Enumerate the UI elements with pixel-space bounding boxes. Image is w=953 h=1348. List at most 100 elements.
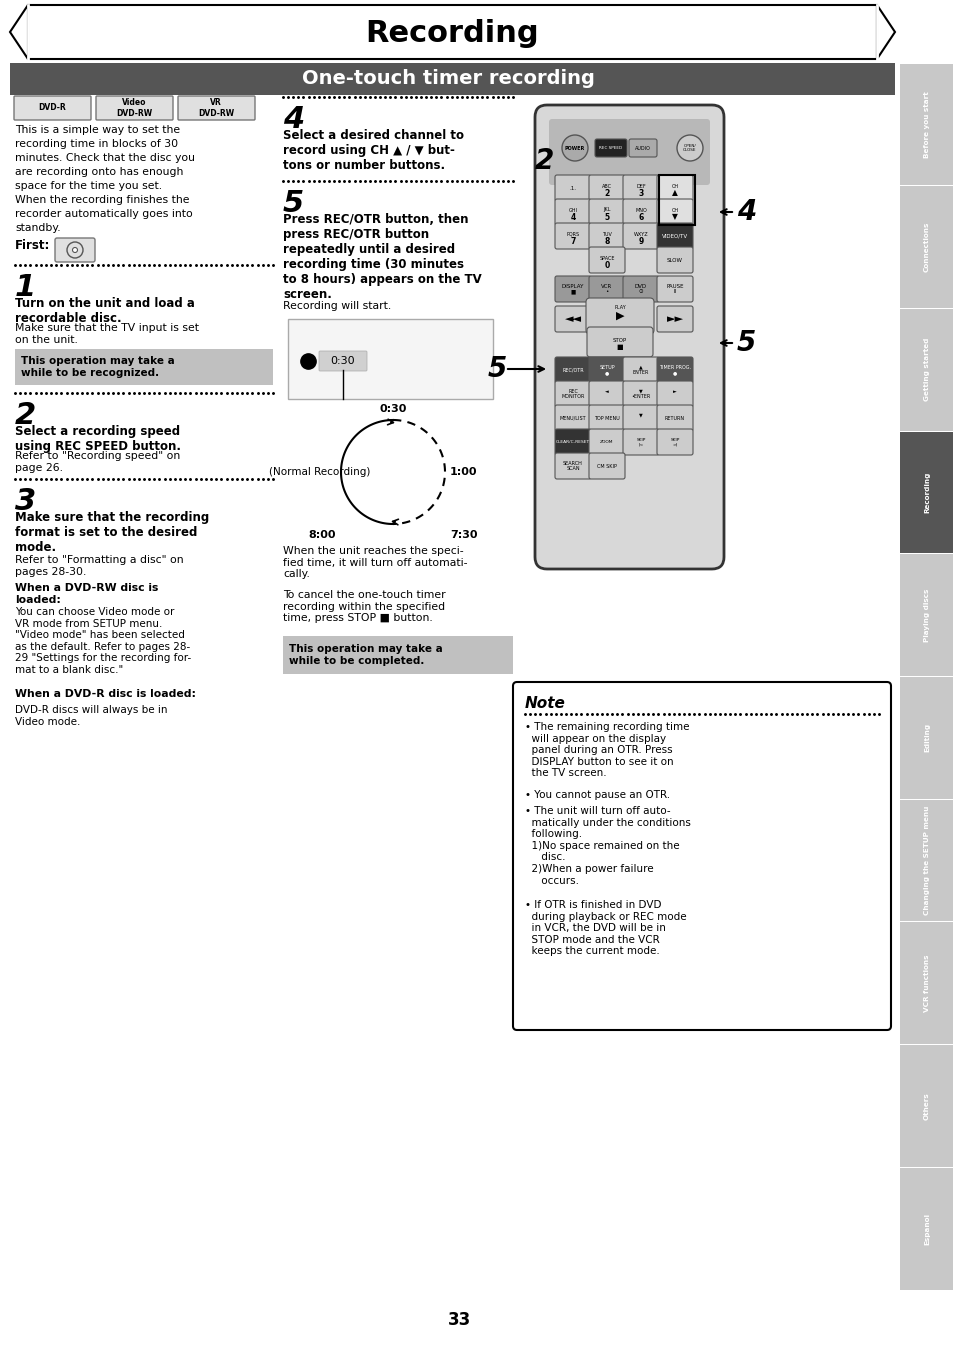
Point <box>408 86 423 108</box>
Text: 6: 6 <box>638 213 643 221</box>
Point <box>861 704 876 725</box>
Point <box>803 704 819 725</box>
Text: DVD-R: DVD-R <box>38 104 66 112</box>
Text: SKIP
|<: SKIP |< <box>636 438 645 446</box>
Text: DEF: DEF <box>636 183 645 189</box>
Point <box>747 704 762 725</box>
Text: 9: 9 <box>638 236 643 245</box>
Point <box>609 704 624 725</box>
Point <box>121 468 136 489</box>
Point <box>809 704 824 725</box>
Point <box>403 170 418 191</box>
Point <box>95 383 111 404</box>
Point <box>656 704 671 725</box>
Text: SKIP
>|: SKIP >| <box>670 438 679 446</box>
FancyBboxPatch shape <box>588 276 624 302</box>
Text: 5: 5 <box>604 213 609 221</box>
Text: minutes. Check that the disc you: minutes. Check that the disc you <box>15 154 194 163</box>
Text: POWER: POWER <box>564 146 584 151</box>
Point <box>870 704 885 725</box>
Point <box>820 704 835 725</box>
Text: When a DVD-R disc is loaded:: When a DVD-R disc is loaded: <box>15 689 195 700</box>
Point <box>382 86 397 108</box>
Point <box>147 255 162 276</box>
Point <box>95 468 111 489</box>
Point <box>321 170 336 191</box>
Point <box>850 704 865 725</box>
Text: AUDIO: AUDIO <box>635 146 650 151</box>
Point <box>90 255 105 276</box>
Text: 1: 1 <box>15 274 36 302</box>
Point <box>454 86 469 108</box>
FancyBboxPatch shape <box>588 247 624 274</box>
Point <box>38 383 53 404</box>
Point <box>779 704 794 725</box>
Point <box>95 255 111 276</box>
FancyBboxPatch shape <box>595 139 626 156</box>
Text: To cancel the one-touch timer
recording within the specified
time, press STOP ■ : To cancel the one-touch timer recording … <box>283 590 445 623</box>
Text: space for the time you set.: space for the time you set. <box>15 181 162 191</box>
Point <box>126 468 141 489</box>
Point <box>665 704 680 725</box>
Point <box>660 704 676 725</box>
Point <box>542 704 558 725</box>
Text: WXYZ: WXYZ <box>633 232 648 236</box>
Point <box>418 86 434 108</box>
Text: Recording: Recording <box>923 472 929 514</box>
Point <box>635 704 650 725</box>
Text: ▶: ▶ <box>615 311 623 321</box>
Point <box>783 704 799 725</box>
FancyBboxPatch shape <box>555 175 590 201</box>
Point <box>49 468 64 489</box>
Point <box>193 255 208 276</box>
Circle shape <box>677 135 702 160</box>
FancyBboxPatch shape <box>657 222 692 249</box>
Point <box>28 468 43 489</box>
Point <box>844 704 860 725</box>
Point <box>532 704 547 725</box>
Point <box>475 170 490 191</box>
Text: VR
DVD-RW: VR DVD-RW <box>197 98 233 117</box>
Point <box>198 255 213 276</box>
Point <box>721 704 737 725</box>
Point <box>773 704 788 725</box>
Point <box>753 704 768 725</box>
Text: 5: 5 <box>487 355 506 383</box>
Text: STOP: STOP <box>612 338 626 344</box>
Point <box>855 704 870 725</box>
Point <box>438 86 454 108</box>
Text: Connections: Connections <box>923 222 929 272</box>
Point <box>90 468 105 489</box>
Point <box>388 86 403 108</box>
Text: VCR
•: VCR • <box>600 283 612 294</box>
Point <box>100 255 115 276</box>
Text: RETURN: RETURN <box>664 415 684 421</box>
Text: JKL: JKL <box>602 208 610 213</box>
Text: ZOOM: ZOOM <box>599 439 613 443</box>
FancyBboxPatch shape <box>318 350 367 371</box>
Point <box>260 383 275 404</box>
Point <box>321 86 336 108</box>
FancyBboxPatch shape <box>657 306 692 332</box>
Point <box>8 468 23 489</box>
Point <box>280 86 295 108</box>
Text: REC SPEED: REC SPEED <box>598 146 622 150</box>
Point <box>356 86 372 108</box>
Point <box>126 255 141 276</box>
Text: 8:00: 8:00 <box>308 530 335 541</box>
Point <box>23 383 38 404</box>
Point <box>291 86 306 108</box>
Text: Select a recording speed
using REC SPEED button.: Select a recording speed using REC SPEED… <box>15 425 181 453</box>
Point <box>100 468 115 489</box>
Point <box>479 170 495 191</box>
Point <box>291 170 306 191</box>
Text: Getting started: Getting started <box>923 338 929 402</box>
Point <box>85 255 100 276</box>
Text: ▲
ENTER: ▲ ENTER <box>632 364 648 375</box>
Text: You can choose Video mode or
VR mode from SETUP menu.
"Video mode" has been sele: You can choose Video mode or VR mode fro… <box>15 607 191 675</box>
Point <box>397 86 413 108</box>
Text: SLOW: SLOW <box>666 257 682 263</box>
Point <box>147 383 162 404</box>
Point <box>33 255 49 276</box>
FancyBboxPatch shape <box>555 276 590 302</box>
